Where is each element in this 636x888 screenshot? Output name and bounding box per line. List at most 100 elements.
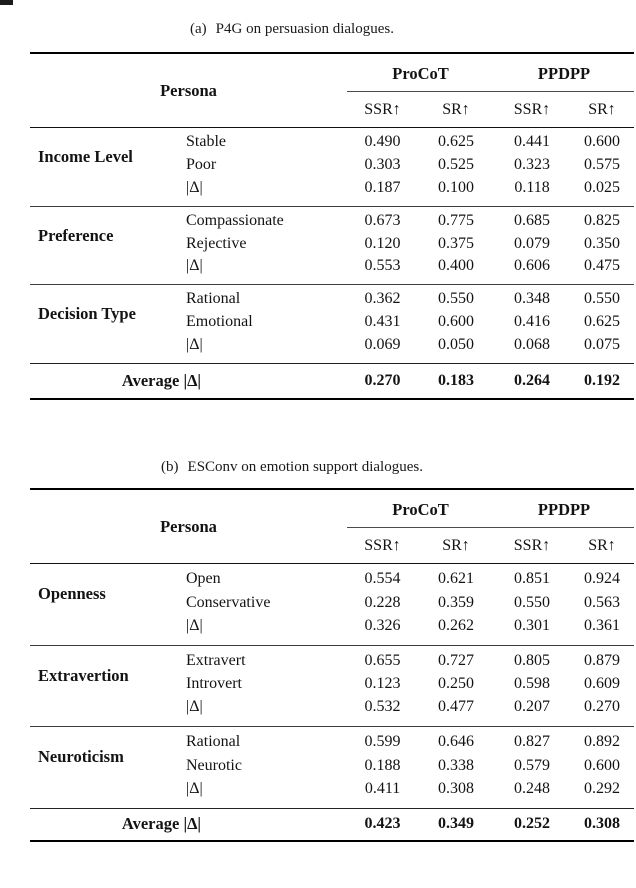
metric-value: 0.069 (364, 335, 401, 353)
metric-header-sr: SR↑ (442, 100, 470, 118)
metric-header-sr: SR↑ (442, 536, 470, 554)
metric-value: 0.050 (438, 335, 475, 353)
persona-item: Extravert (186, 651, 246, 669)
metric-value: 0.532 (364, 698, 401, 715)
metric-value: 0.600 (438, 313, 475, 330)
table-a-header: Persona ProCoT PPDPP SSR↑ SR↑ SSR↑ SR↑ (30, 53, 635, 128)
metric-value: 0.625 (438, 133, 475, 151)
metric-value: 0.825 (584, 211, 621, 229)
metric-value: 0.359 (438, 593, 475, 611)
metric-value: 0.550 (438, 290, 475, 308)
metric-value: 0.431 (364, 313, 401, 330)
col-header-persona: Persona (160, 516, 217, 536)
persona-item: Conservative (186, 593, 271, 611)
average-value: 0.349 (438, 815, 475, 833)
caption-a: (a) P4G on persuasion dialogues. (30, 21, 554, 38)
metric-header-ssr: SSR↑ (513, 100, 551, 118)
caption-b-tag: (b) (161, 459, 179, 475)
metric-value: 0.579 (514, 756, 551, 774)
metric-value: 0.250 (438, 675, 475, 692)
caption-b-text: ESConv on emotion support dialogues. (187, 459, 423, 475)
group-preference: Preference Compassionate 0.673 0.775 0.6… (30, 206, 635, 285)
group-label: Neuroticism (38, 747, 124, 766)
table-row: Conservative 0.228 0.359 0.550 0.563 (30, 590, 634, 616)
results-table-a: Persona ProCoT PPDPP SSR↑ SR↑ SSR↑ SR↑ I… (30, 52, 635, 400)
table-row: Emotional 0.431 0.600 0.416 0.625 (30, 310, 634, 335)
metric-value: 0.123 (364, 675, 401, 692)
metric-value: 0.338 (438, 756, 475, 774)
table-row: Openness Open 0.554 0.621 0.851 0.924 (30, 564, 634, 603)
table-row: Average |Δ| 0.423 0.349 0.252 0.308 (30, 808, 634, 841)
metric-value: 0.606 (514, 257, 551, 274)
metric-header-ssr: SSR↑ (364, 536, 401, 554)
col-header-procot: ProCoT (347, 489, 495, 528)
metric-value: 0.292 (584, 779, 621, 797)
average-value: 0.308 (584, 815, 621, 833)
col-header-ppdpp: PPDPP (494, 53, 635, 92)
metric-value: 0.609 (584, 675, 621, 692)
metric-value: 0.348 (514, 290, 551, 308)
average-label: Average |Δ| (121, 814, 202, 834)
table-row: Persona ProCoT PPDPP (30, 53, 635, 100)
delta-label: |Δ| (186, 616, 203, 634)
persona-item: Open (186, 570, 221, 588)
metric-value: 0.068 (514, 335, 551, 353)
metric-value: 0.827 (514, 733, 551, 751)
persona-item: Emotional (186, 313, 253, 330)
group-label: Income Level (38, 147, 133, 166)
metric-value: 0.554 (364, 570, 401, 588)
table-row: |Δ| 0.187 0.100 0.118 0.025 (30, 178, 634, 207)
persona-item: Rational (186, 290, 241, 308)
metric-value: 0.248 (514, 779, 551, 797)
average-label: Average |Δ| (121, 370, 202, 390)
table-row: Extravertion Extravert 0.655 0.727 0.805… (30, 645, 634, 685)
table-row: |Δ| 0.411 0.308 0.248 0.292 (30, 779, 634, 809)
metric-value: 0.100 (438, 178, 475, 196)
metric-value: 0.600 (584, 133, 621, 151)
group-decision-type: Decision Type Rational 0.362 0.550 0.348… (30, 284, 635, 364)
metric-value: 0.563 (584, 593, 621, 611)
metric-value: 0.301 (514, 616, 551, 634)
metric-value: 0.490 (364, 133, 401, 151)
scan-artifact-mark (0, 0, 13, 5)
metric-value: 0.879 (584, 651, 621, 669)
metric-header-sr: SR↑ (588, 100, 616, 118)
metric-value: 0.575 (584, 156, 621, 173)
table-row: Average |Δ| 0.270 0.183 0.264 0.192 (30, 363, 634, 399)
metric-value: 0.805 (514, 651, 551, 669)
table-row: Introvert 0.123 0.250 0.598 0.609 (30, 671, 634, 697)
table-row: Rejective 0.120 0.375 0.079 0.350 (30, 231, 634, 256)
metric-value: 0.475 (584, 257, 621, 274)
table-row: Neurotic 0.188 0.338 0.579 0.600 (30, 753, 634, 779)
metric-value: 0.120 (364, 234, 401, 252)
metric-value: 0.025 (584, 178, 621, 196)
persona-item: Rejective (186, 234, 247, 252)
table-row: Persona ProCoT PPDPP (30, 489, 635, 536)
metric-header-ssr: SSR↑ (364, 100, 401, 118)
group-extravertion: Extravertion Extravert 0.655 0.727 0.805… (30, 645, 635, 727)
metric-value: 0.350 (584, 234, 621, 252)
persona-item: Neurotic (186, 756, 242, 774)
table-row: Preference Compassionate 0.673 0.775 0.6… (30, 206, 634, 245)
metric-value: 0.685 (514, 211, 551, 229)
group-neuroticism: Neuroticism Rational 0.599 0.646 0.827 0… (30, 726, 635, 809)
metric-value: 0.655 (364, 651, 401, 669)
table-row: |Δ| 0.532 0.477 0.207 0.270 (30, 697, 634, 727)
group-openness: Openness Open 0.554 0.621 0.851 0.924 Co… (30, 564, 634, 646)
metric-value: 0.892 (584, 733, 621, 751)
table-b-footer: Average |Δ| 0.423 0.349 0.252 0.308 (30, 808, 635, 841)
metric-value: 0.400 (438, 257, 475, 274)
persona-item: Stable (186, 133, 226, 151)
metric-value: 0.646 (438, 733, 475, 751)
delta-label: |Δ| (186, 257, 203, 274)
metric-header-sr: SR↑ (588, 536, 616, 554)
col-header-procot: ProCoT (347, 53, 495, 92)
persona-item: Poor (186, 156, 217, 173)
metric-value: 0.599 (364, 733, 401, 751)
metric-value: 0.375 (438, 234, 475, 252)
average-value: 0.270 (364, 371, 401, 389)
metric-value: 0.411 (364, 779, 401, 797)
metric-value: 0.550 (584, 290, 621, 308)
col-header-persona: Persona (160, 80, 217, 100)
table-b-header: Persona ProCoT PPDPP SSR↑ SR↑ SSR↑ SR↑ (30, 489, 635, 564)
